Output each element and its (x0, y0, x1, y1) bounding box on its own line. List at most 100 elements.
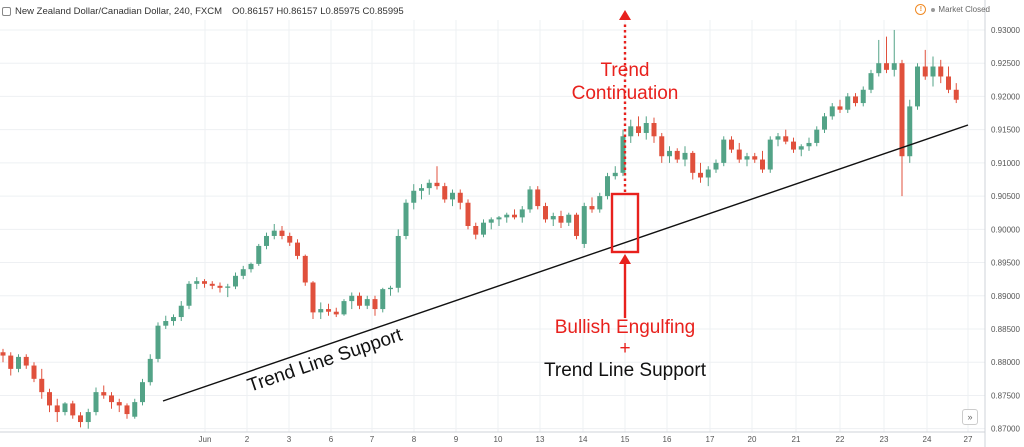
x-tick-label: Jun (199, 435, 212, 444)
scroll-to-latest-button[interactable]: » (962, 409, 978, 425)
candle (868, 69, 874, 94)
candle-body (23, 356, 29, 366)
candle (620, 129, 626, 177)
candle (860, 86, 866, 107)
candle-body (636, 126, 641, 133)
x-tick-label: 10 (494, 435, 503, 444)
candle (287, 232, 293, 246)
candle (403, 199, 409, 240)
ohlc-readout: O0.86157 H0.86157 L0.85975 C0.85995 (232, 5, 404, 17)
candle (0, 348, 6, 363)
candle-body (744, 156, 750, 160)
trend-line-label: Trend Line Support (245, 324, 406, 396)
candle-body (209, 283, 215, 286)
symbol-collapse-icon[interactable] (2, 6, 11, 16)
candle (481, 219, 486, 238)
symbol-title[interactable]: New Zealand Dollar/Canadian Dollar, 240,… (15, 5, 222, 17)
candle-body (426, 182, 432, 189)
candle (124, 403, 130, 419)
grid-group (0, 20, 985, 432)
candle (279, 226, 285, 240)
warning-icon[interactable]: ! (915, 4, 927, 15)
candle (829, 103, 835, 120)
candle (473, 222, 479, 240)
candle-body (163, 321, 169, 326)
candle (194, 277, 200, 290)
candle-body (659, 136, 665, 157)
y-tick-label: 0.89000 (991, 292, 1020, 301)
candle-body (953, 89, 959, 100)
candle-body (597, 196, 603, 210)
candle (310, 281, 316, 320)
candle-body (853, 96, 858, 104)
candle (698, 162, 703, 183)
candle-body (109, 395, 114, 403)
candle (915, 63, 920, 110)
y-tick-label: 0.87500 (991, 391, 1020, 400)
candle-body (535, 189, 541, 207)
candle (54, 398, 60, 423)
candle-body (496, 217, 502, 220)
candle (667, 146, 672, 163)
candle-body (147, 358, 153, 383)
candle (876, 39, 882, 77)
candle-body (674, 150, 680, 160)
candle (450, 189, 455, 207)
candle (628, 119, 634, 143)
candle-body (47, 392, 52, 406)
candle-body (310, 282, 316, 313)
candle (899, 59, 905, 197)
candle (721, 136, 727, 167)
candle (744, 152, 750, 167)
continuation-arrowhead-icon (619, 10, 631, 20)
candle-body (512, 214, 517, 218)
candle (295, 239, 300, 260)
candle-body (930, 66, 936, 77)
candle (938, 59, 944, 84)
candle-body (171, 317, 176, 322)
candle-body (845, 96, 851, 110)
candle-body (682, 152, 688, 160)
candle (946, 66, 951, 94)
candle (736, 142, 742, 163)
x-tick-label: 23 (880, 435, 889, 444)
candle-body (54, 405, 60, 413)
candle-body (550, 216, 556, 220)
candle-body (891, 63, 897, 70)
candle-body (574, 214, 579, 236)
candle (70, 400, 76, 419)
candle (713, 159, 719, 173)
candle-body (698, 172, 703, 178)
candle (364, 295, 370, 310)
x-tick-label: 6 (329, 435, 334, 444)
candle (264, 232, 269, 250)
candle (202, 279, 207, 288)
candle-body (248, 263, 254, 270)
candle-body (8, 355, 14, 369)
candle-body (388, 287, 393, 290)
candle-body (0, 352, 6, 356)
candle-body (395, 235, 401, 288)
candle (116, 398, 122, 413)
candle (302, 254, 308, 286)
candle-body (93, 392, 99, 413)
candle-body (767, 139, 773, 170)
candle (62, 402, 68, 416)
candle-body (519, 209, 525, 218)
candle-body (481, 222, 486, 235)
candle-body (504, 214, 510, 218)
candle (535, 186, 541, 210)
candle-body (194, 281, 200, 284)
candle (612, 166, 618, 180)
candle (109, 392, 114, 409)
trend-line-support-label: Trend Line Support (544, 360, 707, 381)
candle (39, 368, 45, 399)
candle-body (225, 286, 231, 288)
candle-body (140, 382, 145, 403)
candle-body (829, 106, 835, 117)
candle-body (806, 142, 812, 147)
candle (775, 132, 781, 147)
candle (798, 144, 804, 157)
